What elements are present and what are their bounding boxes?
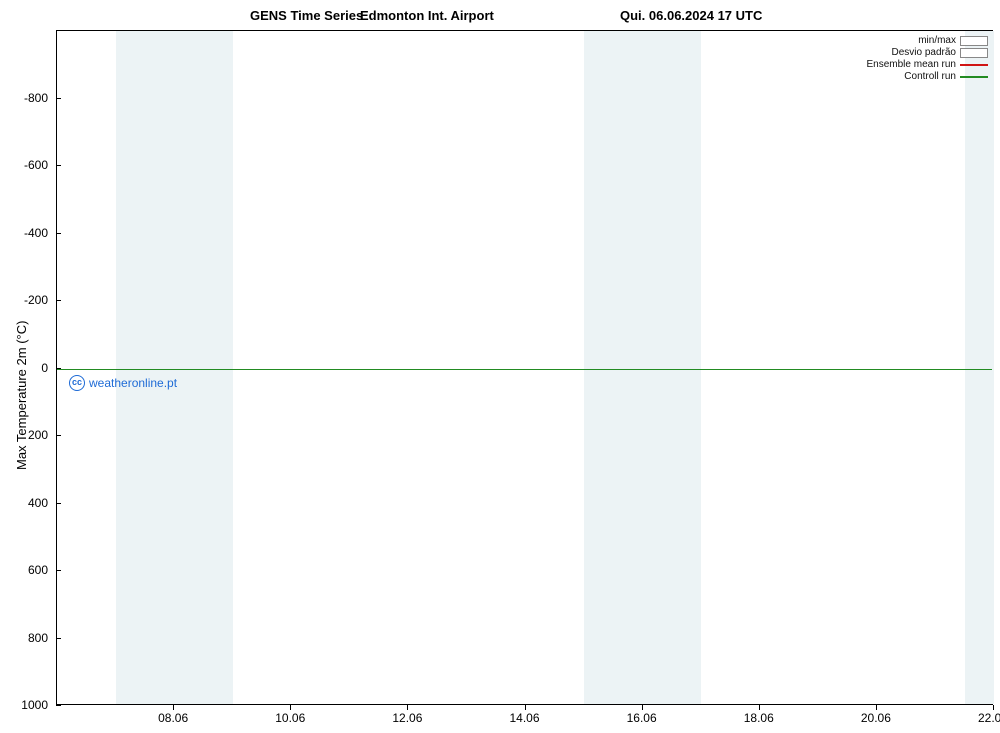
- chart-container: GENS Time Series Edmonton Int. Airport Q…: [0, 0, 1000, 733]
- ytick-mark: [56, 300, 61, 301]
- ytick-label: 600: [8, 563, 48, 577]
- ytick-label: 200: [8, 428, 48, 442]
- xtick-mark: [525, 705, 526, 710]
- weekend-band: [116, 31, 233, 704]
- xtick-label: 20.06: [861, 711, 891, 725]
- ytick-mark: [56, 233, 61, 234]
- ytick-mark: [56, 165, 61, 166]
- legend-item: Desvio padrão: [867, 47, 989, 59]
- legend-item: Ensemble mean run: [867, 59, 989, 71]
- xtick-mark: [759, 705, 760, 710]
- ytick-mark: [56, 705, 61, 706]
- legend-item: min/max: [867, 35, 989, 47]
- ytick-mark: [56, 638, 61, 639]
- legend-swatch: [960, 64, 988, 66]
- ytick-label: -800: [8, 91, 48, 105]
- legend-swatch: [960, 76, 988, 78]
- xtick-label: 16.06: [627, 711, 657, 725]
- weekend-band: [965, 31, 994, 704]
- watermark: cc weatheronline.pt: [69, 375, 177, 391]
- legend-label: Desvio padrão: [892, 47, 956, 59]
- xtick-mark: [173, 705, 174, 710]
- ytick-label: -400: [8, 226, 48, 240]
- zero-line: [57, 369, 992, 370]
- legend-label: min/max: [918, 35, 956, 47]
- legend-swatch: [960, 48, 988, 58]
- ytick-label: -200: [8, 293, 48, 307]
- xtick-mark: [642, 705, 643, 710]
- ytick-label: -600: [8, 158, 48, 172]
- xtick-label: 10.06: [275, 711, 305, 725]
- ytick-mark: [56, 368, 61, 369]
- xtick-label: 08.06: [158, 711, 188, 725]
- xtick-label: 12.06: [392, 711, 422, 725]
- xtick-mark: [876, 705, 877, 710]
- legend-swatch: [960, 36, 988, 46]
- weekend-band: [584, 31, 701, 704]
- xtick-mark: [407, 705, 408, 710]
- plot-area: cc weatheronline.pt min/maxDesvio padrão…: [56, 30, 993, 705]
- xtick-mark: [993, 705, 994, 710]
- legend-label: Ensemble mean run: [867, 59, 957, 71]
- title-right: Qui. 06.06.2024 17 UTC: [620, 8, 762, 23]
- title-left: GENS Time Series: [250, 8, 363, 23]
- legend-item: Controll run: [867, 71, 989, 83]
- title-center: Edmonton Int. Airport: [360, 8, 494, 23]
- ytick-label: 800: [8, 631, 48, 645]
- watermark-text: weatheronline.pt: [89, 376, 177, 390]
- xtick-label: 22.06: [978, 711, 1000, 725]
- legend: min/maxDesvio padrãoEnsemble mean runCon…: [867, 35, 989, 83]
- xtick-label: 18.06: [744, 711, 774, 725]
- ytick-label: 400: [8, 496, 48, 510]
- ytick-mark: [56, 570, 61, 571]
- ytick-mark: [56, 435, 61, 436]
- legend-label: Controll run: [904, 71, 956, 83]
- cc-icon: cc: [69, 375, 85, 391]
- ytick-label: 1000: [8, 698, 48, 712]
- ytick-label: 0: [8, 361, 48, 375]
- xtick-mark: [290, 705, 291, 710]
- y-axis-label: Max Temperature 2m (°C): [14, 321, 29, 470]
- xtick-label: 14.06: [509, 711, 539, 725]
- ytick-mark: [56, 503, 61, 504]
- ytick-mark: [56, 98, 61, 99]
